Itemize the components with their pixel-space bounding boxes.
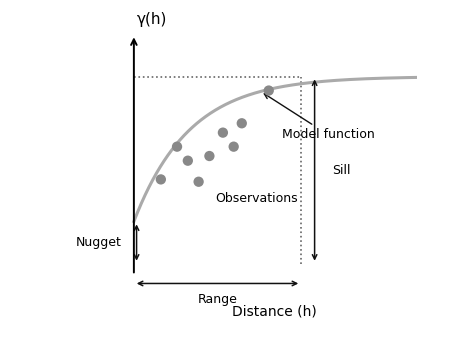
Point xyxy=(265,88,273,93)
Point xyxy=(173,144,181,150)
Text: Nugget: Nugget xyxy=(76,236,122,249)
Point xyxy=(157,176,164,182)
Text: γ(h): γ(h) xyxy=(137,13,167,28)
Text: Distance (h): Distance (h) xyxy=(232,305,317,319)
Text: Model function: Model function xyxy=(264,94,375,141)
Point xyxy=(195,179,202,185)
Point xyxy=(219,130,227,135)
Point xyxy=(206,153,213,159)
Text: Sill: Sill xyxy=(332,164,351,176)
Text: Observations: Observations xyxy=(215,192,297,205)
Point xyxy=(238,120,246,126)
Point xyxy=(184,158,191,164)
Point xyxy=(230,144,237,150)
Text: Range: Range xyxy=(198,293,237,306)
